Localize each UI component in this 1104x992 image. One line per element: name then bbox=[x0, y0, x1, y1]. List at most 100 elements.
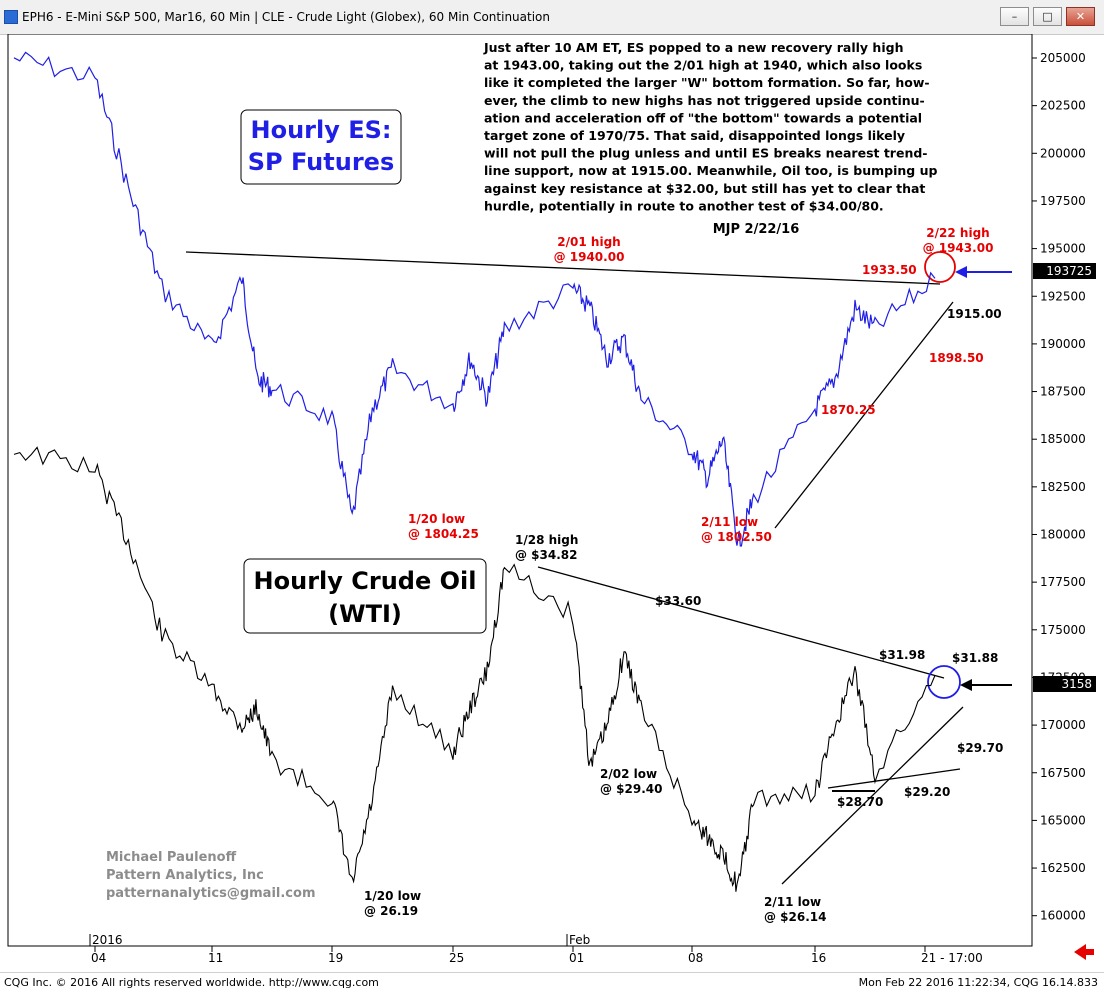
price-axis-label: 160000 bbox=[1040, 909, 1086, 923]
es-annotation-label: 2/22 high bbox=[926, 226, 989, 240]
footer-copyright: CQG Inc. © 2016 All rights reserved worl… bbox=[4, 976, 379, 989]
oil-title-line-2: (WTI) bbox=[328, 600, 402, 628]
close-button[interactable]: ✕ bbox=[1066, 7, 1095, 26]
commentary-line: will not pull the plug unless and until … bbox=[484, 146, 928, 161]
window-title: EPH6 - E-Mini S&P 500, Mar16, 60 Min | C… bbox=[22, 10, 550, 24]
es-support-trendline bbox=[774, 301, 954, 529]
commentary-line: target zone of 1970/75. That said, disap… bbox=[484, 128, 905, 143]
oil-support-trendline bbox=[781, 706, 964, 885]
time-axis-label: 16 bbox=[811, 951, 826, 965]
oil-price-line bbox=[13, 446, 936, 892]
commentary-line: hurdle, potentially in route to another … bbox=[484, 198, 884, 213]
price-axis-label: 175000 bbox=[1040, 623, 1086, 637]
plot-frame bbox=[7, 33, 1033, 947]
time-axis-label: 04 bbox=[91, 951, 106, 965]
oil-annotation-label: $29.20 bbox=[904, 785, 950, 799]
es-annotation-label: 1915.00 bbox=[947, 307, 1002, 321]
author-credit: Michael Paulenoff Pattern Analytics, Inc p… bbox=[106, 850, 316, 901]
commentary-line: like it completed the larger "W" bottom … bbox=[484, 75, 930, 90]
es-high-circle bbox=[924, 251, 956, 283]
oil-minor-trendline bbox=[827, 768, 961, 789]
oil-high-circle bbox=[927, 665, 961, 699]
es-annotations: 2/01 high@ 1940.00 2/22 high@ 1943.00 1933… bbox=[408, 226, 1002, 544]
footer-timestamp: Mon Feb 22 2016 11:22:34, CQG 16.14.833 bbox=[858, 976, 1098, 989]
oil-annotation-label: $33.60 bbox=[655, 594, 701, 608]
price-axis-label: 170000 bbox=[1040, 718, 1086, 732]
scroll-left-arrow-tail bbox=[1086, 949, 1094, 955]
window-titlebar: EPH6 - E-Mini S&P 500, Mar16, 60 Min | C… bbox=[0, 0, 1104, 35]
es-annotation-label: 1870.25 bbox=[821, 403, 876, 417]
es-title-line-1: Hourly ES: bbox=[251, 116, 392, 144]
oil-title-line-1: Hourly Crude Oil bbox=[254, 567, 477, 595]
commentary-line: ever, the climb to new highs has not tri… bbox=[484, 93, 925, 108]
oil-annotation-label: $31.88 bbox=[952, 651, 998, 665]
price-axis-label: 185000 bbox=[1040, 432, 1086, 446]
es-annotation-label: @ 1802.50 bbox=[701, 530, 772, 544]
price-axis-label: 180000 bbox=[1040, 528, 1086, 542]
commentary-line: ation and acceleration off of "the botto… bbox=[484, 110, 922, 125]
oil-annotation-label: $29.70 bbox=[957, 741, 1003, 755]
es-title-box bbox=[240, 109, 402, 185]
minimize-button[interactable]: – bbox=[1000, 7, 1029, 26]
oil-annotation-label: @ $29.40 bbox=[600, 782, 662, 796]
time-axis: 04 11 19 25 01 08 16 21 - 17:00 2016 Feb bbox=[89, 933, 983, 965]
price-axis-label: 192500 bbox=[1040, 289, 1086, 303]
author-line: patternanalytics@gmail.com bbox=[106, 886, 316, 901]
oil-annotation-label: @ 26.19 bbox=[364, 904, 418, 918]
author-line: Michael Paulenoff bbox=[106, 850, 237, 865]
es-annotation-label: 2/11 low bbox=[701, 515, 758, 529]
commentary-line: at 1943.00, taking out the 2/01 high at … bbox=[484, 58, 922, 73]
oil-annotation-label: @ $34.82 bbox=[515, 548, 577, 562]
es-last-value: 193725 bbox=[1046, 264, 1092, 278]
es-title-line-2: SP Futures bbox=[248, 148, 394, 176]
time-axis-period-label: 2016 bbox=[92, 933, 123, 947]
price-axis-label: 162500 bbox=[1040, 861, 1086, 875]
app-icon bbox=[4, 10, 18, 24]
commentary-text: Just after 10 AM ET, ES popped to a new … bbox=[483, 40, 937, 213]
price-axis: 205000 202500 200000 197500 195000 192500 1900… bbox=[1032, 51, 1086, 923]
oil-trendlines bbox=[537, 566, 1012, 885]
commentary-line: against key resistance at $32.00, but st… bbox=[484, 181, 925, 196]
price-axis-label: 200000 bbox=[1040, 146, 1086, 160]
price-axis-label: 190000 bbox=[1040, 337, 1086, 351]
oil-arrow-head bbox=[960, 679, 972, 691]
author-line: Pattern Analytics, Inc bbox=[106, 868, 264, 883]
maximize-button[interactable]: □ bbox=[1033, 7, 1062, 26]
es-annotation-label: 1933.50 bbox=[862, 263, 917, 277]
oil-annotation-label: @ $26.14 bbox=[764, 910, 826, 924]
es-annotation-label: 1/20 low bbox=[408, 512, 465, 526]
status-footer: CQG Inc. © 2016 All rights reserved worl… bbox=[0, 972, 1104, 992]
price-axis-label: 202500 bbox=[1040, 99, 1086, 113]
oil-annotation-label: 2/02 low bbox=[600, 767, 657, 781]
es-trendlines bbox=[185, 251, 1012, 529]
price-axis-label: 167500 bbox=[1040, 766, 1086, 780]
oil-annotations: 1/28 high@ $34.82 $33.60 $31.98 $31.88 $29.7… bbox=[364, 533, 1003, 924]
oil-annotation-label: 1/20 low bbox=[364, 889, 421, 903]
es-resistance-trendline bbox=[185, 251, 941, 285]
scroll-left-arrow-icon[interactable] bbox=[1074, 944, 1086, 960]
time-axis-label: 08 bbox=[688, 951, 703, 965]
chart-svg[interactable]: 205000 202500 200000 197500 195000 192500 1900… bbox=[0, 33, 1104, 972]
time-axis-label: 11 bbox=[208, 951, 223, 965]
es-price-line bbox=[13, 51, 936, 547]
oil-annotation-label: 1/28 high bbox=[515, 533, 578, 547]
time-axis-label: 01 bbox=[569, 951, 584, 965]
es-annotation-label: @ 1804.25 bbox=[408, 527, 479, 541]
price-axis-label: 197500 bbox=[1040, 194, 1086, 208]
oil-annotation-label: $31.98 bbox=[879, 648, 925, 662]
price-axis-label: 187500 bbox=[1040, 385, 1086, 399]
commentary-line: Just after 10 AM ET, ES popped to a new … bbox=[483, 40, 903, 55]
price-axis-label: 205000 bbox=[1040, 51, 1086, 65]
commentary-signature: MJP 2/22/16 bbox=[713, 222, 800, 237]
es-annotation-label: 1898.50 bbox=[929, 351, 984, 365]
price-axis-label: 195000 bbox=[1040, 242, 1086, 256]
time-axis-period-label: Feb bbox=[569, 933, 590, 947]
oil-annotation-label: 2/11 low bbox=[764, 895, 821, 909]
price-axis-label: 165000 bbox=[1040, 813, 1086, 827]
price-axis-label: 177500 bbox=[1040, 575, 1086, 589]
time-axis-label: 19 bbox=[328, 951, 343, 965]
oil-resistance-trendline bbox=[537, 566, 945, 679]
oil-last-value-box bbox=[1033, 676, 1096, 692]
chart-area[interactable]: 205000 202500 200000 197500 195000 192500 1900… bbox=[0, 33, 1104, 972]
time-axis-label: 25 bbox=[449, 951, 464, 965]
